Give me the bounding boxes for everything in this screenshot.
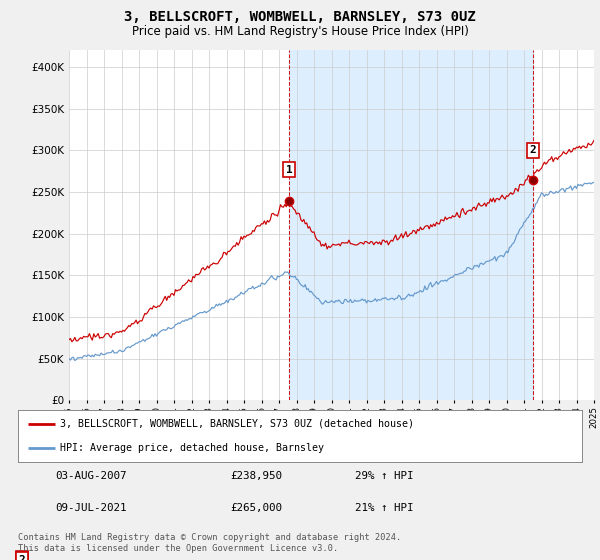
Text: 2: 2 [530, 146, 536, 156]
Text: Contains HM Land Registry data © Crown copyright and database right 2024.
This d: Contains HM Land Registry data © Crown c… [18, 533, 401, 553]
Text: 29% ↑ HPI: 29% ↑ HPI [355, 472, 413, 482]
Text: 1: 1 [286, 165, 293, 175]
Text: 3, BELLSCROFT, WOMBWELL, BARNSLEY, S73 0UZ (detached house): 3, BELLSCROFT, WOMBWELL, BARNSLEY, S73 0… [60, 419, 415, 429]
Bar [289, 50, 533, 400]
Text: 09-JUL-2021: 09-JUL-2021 [55, 503, 127, 513]
Text: £238,950: £238,950 [230, 472, 282, 482]
Text: 03-AUG-2007: 03-AUG-2007 [55, 472, 127, 482]
Text: 21% ↑ HPI: 21% ↑ HPI [355, 503, 413, 513]
Text: 3, BELLSCROFT, WOMBWELL, BARNSLEY, S73 0UZ: 3, BELLSCROFT, WOMBWELL, BARNSLEY, S73 0… [124, 10, 476, 24]
Text: Price paid vs. HM Land Registry's House Price Index (HPI): Price paid vs. HM Land Registry's House … [131, 25, 469, 38]
Text: £265,000: £265,000 [230, 503, 282, 513]
Text: HPI: Average price, detached house, Barnsley: HPI: Average price, detached house, Barn… [60, 443, 325, 453]
Text: 1: 1 [19, 554, 25, 560]
Text: 2: 2 [19, 554, 25, 560]
